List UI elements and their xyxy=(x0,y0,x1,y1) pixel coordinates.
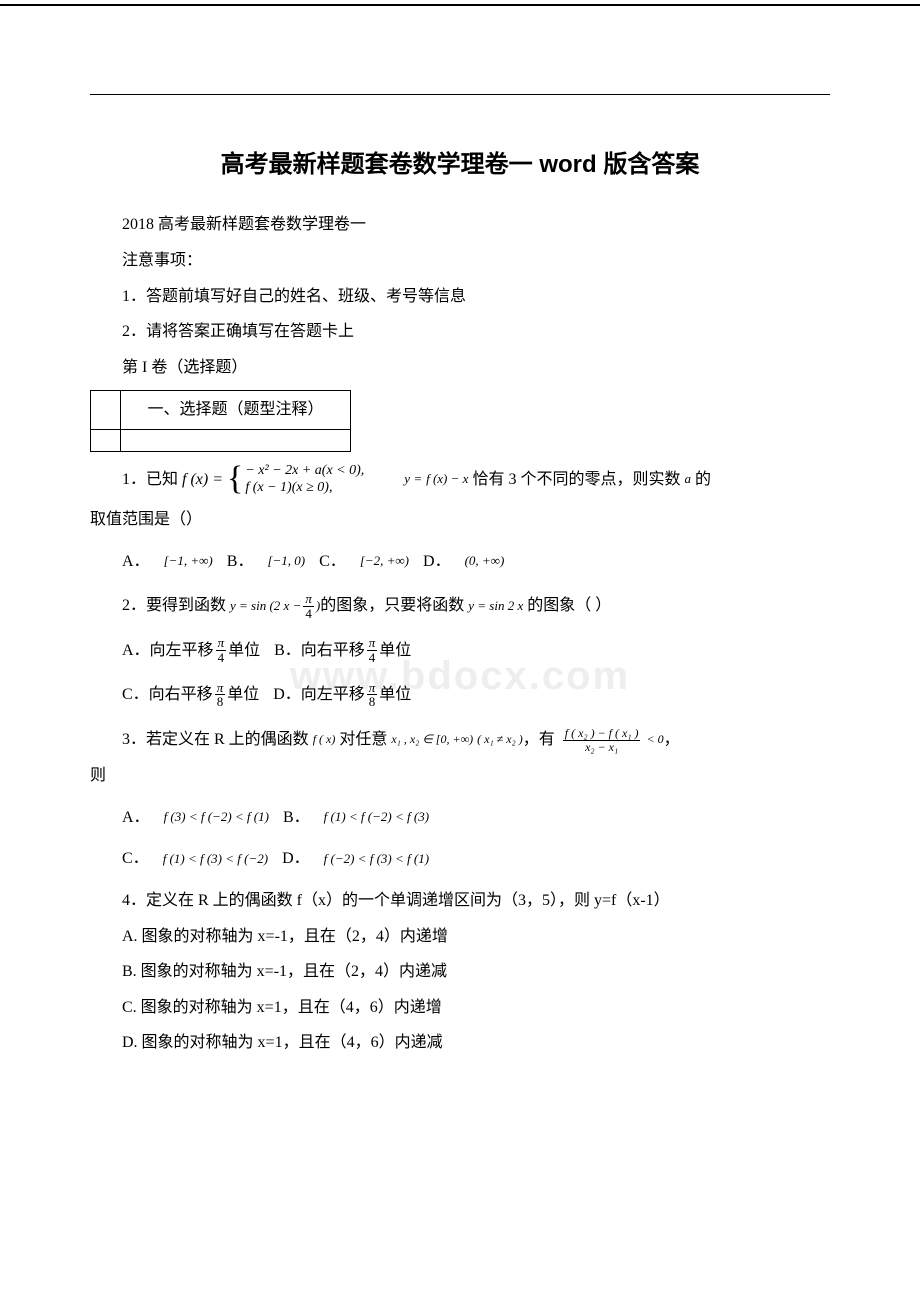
q3-lt0: < 0 xyxy=(646,730,663,749)
header-rule xyxy=(90,94,830,95)
q2-B-r: 单位 xyxy=(379,638,411,664)
q4-stem: 4．定义在 R 上的偶函数 f（x）的一个单调递增区间为（3，5），则 y=f（… xyxy=(90,888,830,914)
q2-B-frac: π 4 xyxy=(367,636,378,664)
q3-mid1: 对任意 xyxy=(339,727,387,753)
q2-A-frac: π 4 xyxy=(216,636,227,664)
q1-tail3: 取值范围是（） xyxy=(90,507,830,533)
q1-optA-label: A． xyxy=(122,549,150,575)
q3-optD: f (−2) < f (3) < f (1) xyxy=(324,849,429,870)
document-page: 高考最新样题套卷数学理卷一 word 版含答案 2018 高考最新样题套卷数学理… xyxy=(0,4,920,1106)
q1-stem: 1．已知 f (x) = { − x² − 2x + a(x < 0), f (… xyxy=(90,462,830,497)
section-header-table: 一、选择题（题型注释） xyxy=(90,390,351,452)
q4-optC: C. 图象的对称轴为 x=1，且在（4，6）内递增 xyxy=(90,995,830,1021)
q2-C-l: C．向右平移 xyxy=(122,682,213,708)
q3-optA: f (3) < f (−2) < f (1) xyxy=(164,807,269,828)
q2-A-r: 单位 xyxy=(228,638,260,664)
intro-line-1: 2018 高考最新样题套卷数学理卷一 xyxy=(90,212,830,238)
q2-C-frac: π 8 xyxy=(215,681,226,709)
q3-options-ab: A． f (3) < f (−2) < f (1) B． f (1) < f (… xyxy=(90,805,830,831)
q3-comma: ， xyxy=(664,727,680,753)
q2-func1-a: y = sin (2 x − xyxy=(230,596,301,617)
q1-case-1: − x² − 2x + a(x < 0), xyxy=(245,462,364,480)
q3-fx: f ( x) xyxy=(313,730,336,749)
q1-options: A． [−1, +∞) B． [−1, 0) C． [−2, +∞) D． (0… xyxy=(90,549,830,575)
q1-optD: (0, +∞) xyxy=(465,551,505,572)
q4-optB: B. 图象的对称轴为 x=-1，且在（2，4）内递减 xyxy=(90,959,830,985)
q1-optC: [−2, +∞) xyxy=(360,551,409,572)
q2-label: 2．要得到函数 xyxy=(122,593,226,619)
q1-rhs: f (x) − x xyxy=(426,469,468,490)
q3-neq: ( x₁ ≠ x₂ ) xyxy=(477,730,523,749)
q1-optB-label: B． xyxy=(227,549,254,575)
q2-A-num: π xyxy=(216,636,227,651)
q1-optB: [−1, 0) xyxy=(267,551,305,572)
q3-optC: f (1) < f (3) < f (−2) xyxy=(163,849,268,870)
q1-optD-label: D． xyxy=(423,549,451,575)
q3-optD-label: D． xyxy=(282,846,310,872)
q2-B-den: 4 xyxy=(367,651,378,665)
q3-dom: x₁ , x₂ ∈ [0, +∞) xyxy=(391,730,473,749)
q1-case-2: f (x − 1)(x ≥ 0), xyxy=(245,479,364,497)
q1-label: 1．已知 xyxy=(90,467,178,493)
q1-tail1: 恰有 3 个不同的零点，则实数 xyxy=(472,467,680,493)
q3-optB: f (1) < f (−2) < f (3) xyxy=(324,807,429,828)
q3-stem: 3．若定义在 R 上的偶函数 f ( x) 对任意 x₁ , x₂ ∈ [0, … xyxy=(90,727,830,753)
q2-options-cd: C．向右平移 π 8 单位 D．向左平移 π 8 单位 xyxy=(90,681,830,709)
section-header-label: 一、选择题（题型注释） xyxy=(121,391,351,430)
q2-func1-den: 4 xyxy=(303,607,314,621)
q2-D-frac: π 8 xyxy=(367,681,378,709)
intro-line-3: 1．答题前填写好自己的姓名、班级、考号等信息 xyxy=(90,284,830,310)
page-title: 高考最新样题套卷数学理卷一 word 版含答案 xyxy=(90,146,830,184)
q1-cases: { − x² − 2x + a(x < 0), f (x − 1)(x ≥ 0)… xyxy=(227,462,364,497)
q3-mid2: ，有 xyxy=(523,727,555,753)
q3-optB-label: B． xyxy=(283,805,310,831)
section-col-blank-1 xyxy=(91,391,121,430)
q2-B-num: π xyxy=(367,636,378,651)
section-col-blank-3 xyxy=(121,429,351,451)
q1-var-a: a xyxy=(684,469,691,490)
q1-f-eq: f (x) = xyxy=(182,467,223,493)
q3-optA-label: A． xyxy=(122,805,150,831)
q3-frac-num: f ( x₂ ) − f ( x₁ ) xyxy=(563,727,641,741)
intro-line-5: 第 I 卷（选择题） xyxy=(90,355,830,381)
q2-mid: 的图象，只要将函数 xyxy=(320,593,464,619)
q2-D-den: 8 xyxy=(367,695,378,709)
q2-stem: 2．要得到函数 y = sin (2 x − π 4 ) 的图象，只要将函数 y… xyxy=(90,592,830,620)
q4-optD: D. 图象的对称轴为 x=1，且在（4，6）内递减 xyxy=(90,1030,830,1056)
q2-C-den: 8 xyxy=(215,695,226,709)
q2-A-den: 4 xyxy=(216,651,227,665)
q3-frac-den: x₂ − x₁ xyxy=(583,741,620,754)
brace-icon: { xyxy=(227,462,243,496)
intro-line-2: 注意事项： xyxy=(90,248,830,274)
q1-optC-label: C． xyxy=(319,549,346,575)
q2-C-r: 单位 xyxy=(227,682,259,708)
q3-tail: 则 xyxy=(90,763,830,789)
q3-frac: f ( x₂ ) − f ( x₁ ) x₂ − x₁ xyxy=(563,727,641,753)
q1-y-eq: y = xyxy=(404,469,422,490)
q2-func1-num: π xyxy=(303,592,314,607)
q3-optC-label: C． xyxy=(122,846,149,872)
q2-D-num: π xyxy=(367,681,378,696)
q2-B-l: B．向右平移 xyxy=(274,638,365,664)
q1-tail2: 的 xyxy=(695,467,711,493)
q2-func2: y = sin 2 x xyxy=(468,596,523,617)
q4-optA: A. 图象的对称轴为 x=-1，且在（2，4）内递增 xyxy=(90,924,830,950)
q3-options-cd: C． f (1) < f (3) < f (−2) D． f (−2) < f … xyxy=(90,846,830,872)
intro-line-4: 2．请将答案正确填写在答题卡上 xyxy=(90,319,830,345)
q2-D-l: D．向左平移 xyxy=(273,682,365,708)
q2-func1-frac: π 4 xyxy=(303,592,314,620)
q2-D-r: 单位 xyxy=(379,682,411,708)
q2-options-ab: A．向左平移 π 4 单位 B．向右平移 π 4 单位 xyxy=(90,636,830,664)
q2-A-l: A．向左平移 xyxy=(122,638,214,664)
q1-optA: [−1, +∞) xyxy=(164,551,213,572)
q2-C-num: π xyxy=(215,681,226,696)
q3-label: 3．若定义在 R 上的偶函数 xyxy=(122,727,309,753)
q2-tail: 的图象（ ） xyxy=(527,593,611,619)
section-col-blank-2 xyxy=(91,429,121,451)
